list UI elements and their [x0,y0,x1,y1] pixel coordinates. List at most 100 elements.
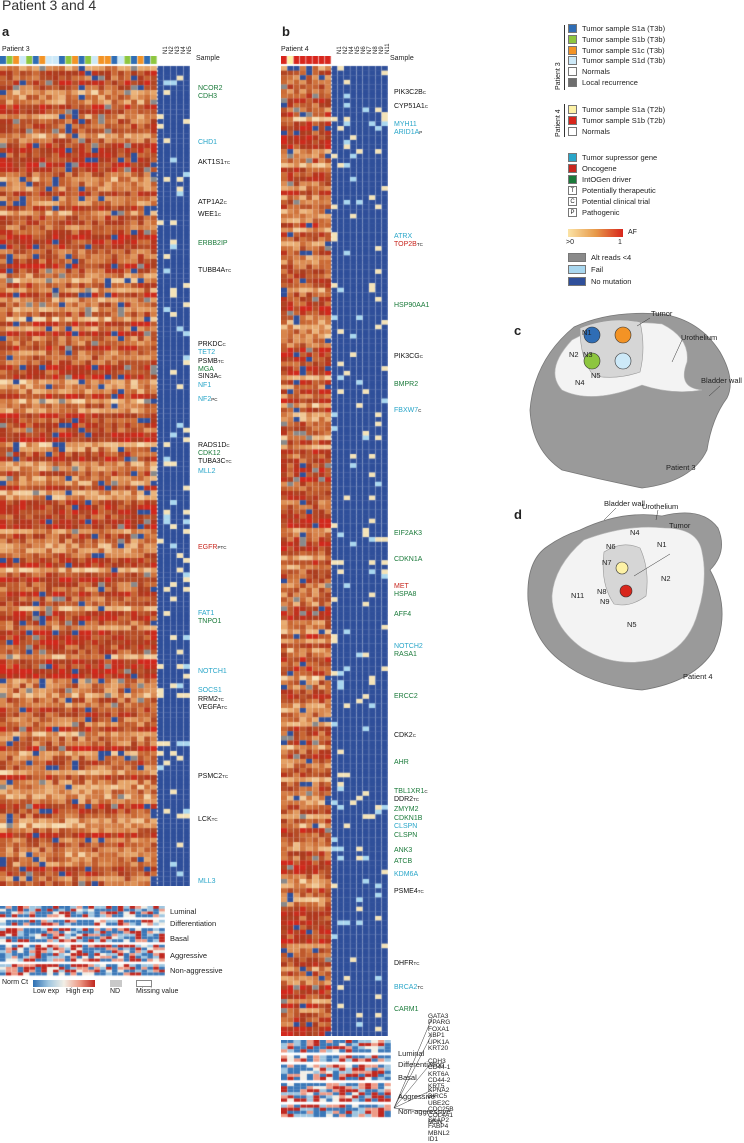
gene-a-name-12: SIN3A [198,373,219,380]
legend-mutstate-2: No mutation [568,277,631,286]
gene-b-name-9: FBXW7 [394,407,419,414]
nd-swatch [110,980,122,987]
gene-a-name-6: ERBB2IP [198,240,228,247]
legend-marker-symbol-0: T [568,186,577,195]
panel-b-label: b [282,24,290,39]
gene-a-marker-12: C [218,374,222,379]
gene-b-0: PIK3C2BC [394,89,426,97]
legend-p3-label-4: Normals [582,67,610,77]
sig-gene-6: CDH3 [428,1058,446,1065]
gene-b-name-15: NOTCH2 [394,643,423,650]
gene-a-11: MGA [198,366,214,374]
gene-b-name-8: BMPR2 [394,381,419,388]
gene-b-marker-1: C [424,104,428,109]
legend-p3-swatch-3 [568,56,577,66]
legend-mutstate-label-2: No mutation [591,277,632,286]
sig-gene-9: CD44-2 [428,1076,451,1084]
af-gradient [568,229,623,237]
gene-b-27: ATCB [394,858,412,866]
legend-patient3-bracket: Patient 3 [555,62,562,90]
sig-gene-20: ID1 [428,1135,439,1143]
gene-a-18: MLL2 [198,468,216,476]
gene-b-6: HSP90AA1 [394,302,429,310]
gene-a-marker-4: C [223,200,227,205]
gene-b-name-28: KDM6A [394,871,419,878]
legend-mutstate-1: Fail [568,265,603,274]
gene-a-name-15: RADS1D [198,442,227,449]
gene-b-9: FBXW7C [394,407,421,415]
gene-a-name-21: TNPO1 [198,618,222,625]
gene-a-name-10: PSMB [198,358,218,365]
gene-b-10: EIF2AK3 [394,530,422,538]
sig-gene-13: UBE2C [428,1099,450,1107]
sig-b-2: Basal [398,1073,417,1082]
gene-a-marker-3: TC [224,160,231,165]
gene-a-2: CHD1 [198,139,217,147]
legend-p3-label-1: Tumor sample S1b (T3b) [582,34,666,44]
legend-genetype-swatch-1 [568,164,577,173]
legend-p3-swatch-2 [568,45,577,55]
c-n3: N3 [583,350,593,359]
legend-p4-swatch-1 [568,116,577,125]
d-n11: N11 [571,591,585,600]
gene-a-5: WEE1C [198,211,221,219]
legend-marker-symbol-1: C [568,197,577,206]
sig-gene-7: CD44-1 [428,1064,451,1072]
gene-b-32: CARM1 [394,1006,419,1014]
gene-b-1: CYP51A1C [394,103,428,111]
gene-a-27: LCKTC [198,816,218,824]
gene-a-marker-17: TC [225,459,232,464]
panel-a-label: a [2,24,10,39]
gene-b-20: TBL1XR1C [394,788,428,796]
gene-b-name-17: ERCC2 [394,693,418,700]
a-normal-4: N5 [187,46,193,54]
nd-label: ND [110,988,121,995]
legend-mutstate-0: Alt reads <4 [568,253,631,262]
gene-b-17: ERCC2 [394,693,418,701]
sig-b-4: Non-aggressive [398,1107,451,1116]
sig-gene-3: XBP1 [428,1031,445,1039]
legend-marker-label-1: Potential clinical trial [582,197,650,206]
legend-mutstate-label-1: Fail [591,265,604,274]
gene-b-name-16: RASA1 [394,651,417,658]
gene-b-name-10: EIF2AK3 [394,530,423,537]
gene-a-marker-25: TC [221,705,228,710]
gene-b-name-27: ATCB [394,858,413,865]
gene-a-3: AKT1S1TC [198,159,230,167]
gene-b-2: MYH11 [394,121,417,129]
gene-b-name-1: CYP51A1 [394,103,425,110]
gene-b-name-5: TOP2B [394,241,417,248]
b-normal-8: N11 [385,43,391,54]
gene-a-22: NOTCH1 [198,668,227,676]
gene-a-17: TUBA3CTC [198,458,232,466]
gene-b-26: ANK3 [394,847,412,855]
d-n2: N2 [661,574,671,583]
af-max: 1 [618,239,622,246]
sig-gene-0: GATA3 [428,1013,449,1020]
legend-p4-label-1: Tumor sample S1b (T2b) [582,116,666,125]
gene-a-name-28: MLL3 [198,878,216,885]
gene-a-16: CDK12 [198,450,221,458]
c-patient-label: Patient 3 [666,463,696,472]
panel-a-normal-labels: N1 N2 N3 N4 N5 [162,38,193,56]
missing-value-label: Missing value [136,988,179,995]
gene-a-marker-5: C [217,212,222,217]
figure-title: Patient 3 and 4 [2,0,97,13]
legend-p3-label-5: Local recurrence [582,78,638,87]
gene-b-marker-29: TC [417,889,424,894]
gene-b-11: CDKN1A [394,556,422,564]
sig-a-0: Luminal [170,907,197,916]
tumor-s1a-dot-p4 [615,561,629,575]
legend-genetype-label-2: IntOGen driver [582,175,632,184]
gene-b-marker-5: TC [416,242,423,247]
c-n5: N5 [591,371,601,380]
d-n1: N1 [657,540,667,549]
gene-a-26: PSMC2TC [198,773,228,781]
gene-b-18: CDK2C [394,732,416,740]
legend-p4-2: Normals [568,127,610,136]
gene-b-name-23: CDKN1B [394,815,423,822]
gene-b-name-14: AFF4 [394,611,412,618]
panel-a-sample-label: Sample [196,55,220,62]
legend-genetype-0: Tumor supressor gene [568,153,657,162]
sig-gene-11: KPNA2 [428,1087,450,1094]
